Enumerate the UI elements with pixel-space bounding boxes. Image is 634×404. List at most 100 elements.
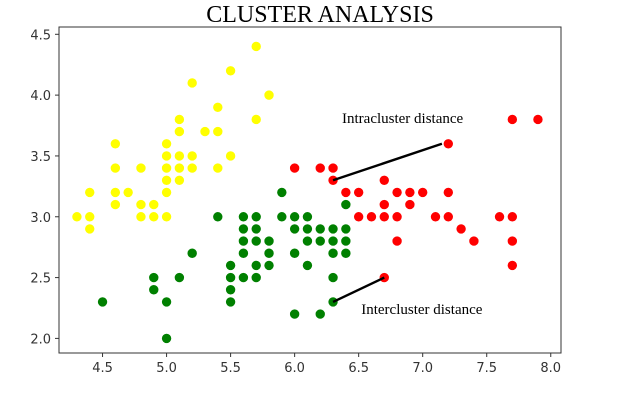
data-point [71, 211, 83, 223]
data-points [71, 40, 544, 345]
data-point [288, 162, 301, 174]
x-axis: 4.5 5.0 5.5 6.0 6.5 7.0 7.5 8.0 [92, 353, 561, 376]
data-point [250, 40, 262, 53]
data-point [148, 211, 160, 223]
x-tick-label: 8.0 [540, 361, 561, 376]
data-point [250, 259, 262, 272]
data-point [160, 296, 173, 308]
data-point [135, 198, 147, 211]
chart-title: CLUSTER ANALYSIS [206, 2, 434, 28]
data-point [224, 296, 237, 308]
data-point [224, 259, 237, 272]
x-tick-label: 7.5 [476, 361, 497, 376]
data-point [250, 235, 262, 247]
data-point [122, 186, 134, 199]
cluster-3-series [288, 113, 544, 284]
data-point [263, 89, 275, 101]
data-point [442, 138, 455, 150]
data-point [237, 271, 250, 284]
data-point [327, 223, 339, 235]
data-point [250, 223, 262, 235]
data-point [288, 247, 301, 259]
data-point [314, 223, 326, 235]
data-point [250, 113, 262, 126]
data-point [135, 211, 147, 223]
x-tick-label: 6.5 [348, 361, 369, 376]
data-point [506, 235, 519, 247]
cluster-1-series [71, 40, 275, 308]
data-point [173, 174, 186, 186]
data-point [391, 211, 403, 223]
data-point [173, 113, 186, 126]
data-point [160, 162, 173, 174]
data-point [237, 211, 250, 223]
data-point [532, 113, 544, 126]
data-point [468, 235, 480, 247]
data-point [224, 65, 237, 77]
data-point [237, 247, 250, 259]
data-point [212, 211, 224, 223]
data-point [288, 223, 301, 235]
data-point [160, 186, 173, 199]
data-point [148, 284, 160, 296]
data-point [365, 211, 378, 223]
y-tick-label: 2.5 [30, 272, 51, 287]
data-point [160, 138, 173, 150]
data-point [327, 247, 339, 259]
data-point [109, 138, 122, 150]
data-point [442, 186, 455, 199]
data-point [186, 77, 198, 89]
x-tick-label: 5.0 [156, 361, 177, 376]
data-point [109, 162, 122, 174]
data-point [148, 271, 160, 284]
data-point [340, 235, 352, 247]
x-tick-label: 6.0 [284, 361, 305, 376]
data-point [340, 198, 352, 211]
data-point [301, 211, 314, 223]
data-point [250, 211, 262, 223]
data-point [212, 125, 224, 138]
y-tick-label: 3.0 [30, 211, 51, 226]
data-point [378, 174, 390, 186]
data-point [391, 186, 403, 199]
data-point [506, 113, 519, 126]
data-point [429, 211, 442, 223]
data-point [455, 223, 467, 235]
cluster-2-series [96, 186, 352, 345]
data-point [288, 211, 301, 223]
data-point [84, 211, 96, 223]
data-point [493, 211, 506, 223]
data-point [160, 211, 173, 223]
annotation-label: Intercluster distance [361, 302, 483, 318]
data-point [340, 186, 352, 199]
y-tick-label: 4.0 [30, 89, 51, 104]
data-point [186, 162, 198, 174]
data-point [314, 235, 326, 247]
y-tick-label: 3.5 [30, 150, 51, 165]
data-point [135, 162, 147, 174]
data-point [352, 211, 365, 223]
data-point [404, 186, 416, 199]
annotations: Intracluster distance Intercluster distan… [332, 111, 483, 318]
y-tick-label: 2.0 [30, 332, 51, 347]
data-point [314, 162, 326, 174]
data-point [301, 235, 314, 247]
data-point [404, 198, 416, 211]
data-point [506, 259, 519, 272]
data-point [160, 150, 173, 162]
data-point [237, 223, 250, 235]
data-point [276, 186, 288, 199]
data-point [173, 125, 186, 138]
data-point [84, 186, 96, 199]
data-point [378, 211, 390, 223]
annotation-label: Intracluster distance [342, 111, 464, 127]
data-point [416, 186, 429, 199]
data-point [186, 150, 198, 162]
y-tick-label: 4.5 [30, 28, 51, 43]
data-point [378, 198, 390, 211]
data-point [327, 235, 339, 247]
y-axis: 2.0 2.5 3.0 3.5 4.0 4.5 [30, 28, 59, 347]
data-point [288, 308, 301, 320]
data-point [314, 308, 326, 320]
